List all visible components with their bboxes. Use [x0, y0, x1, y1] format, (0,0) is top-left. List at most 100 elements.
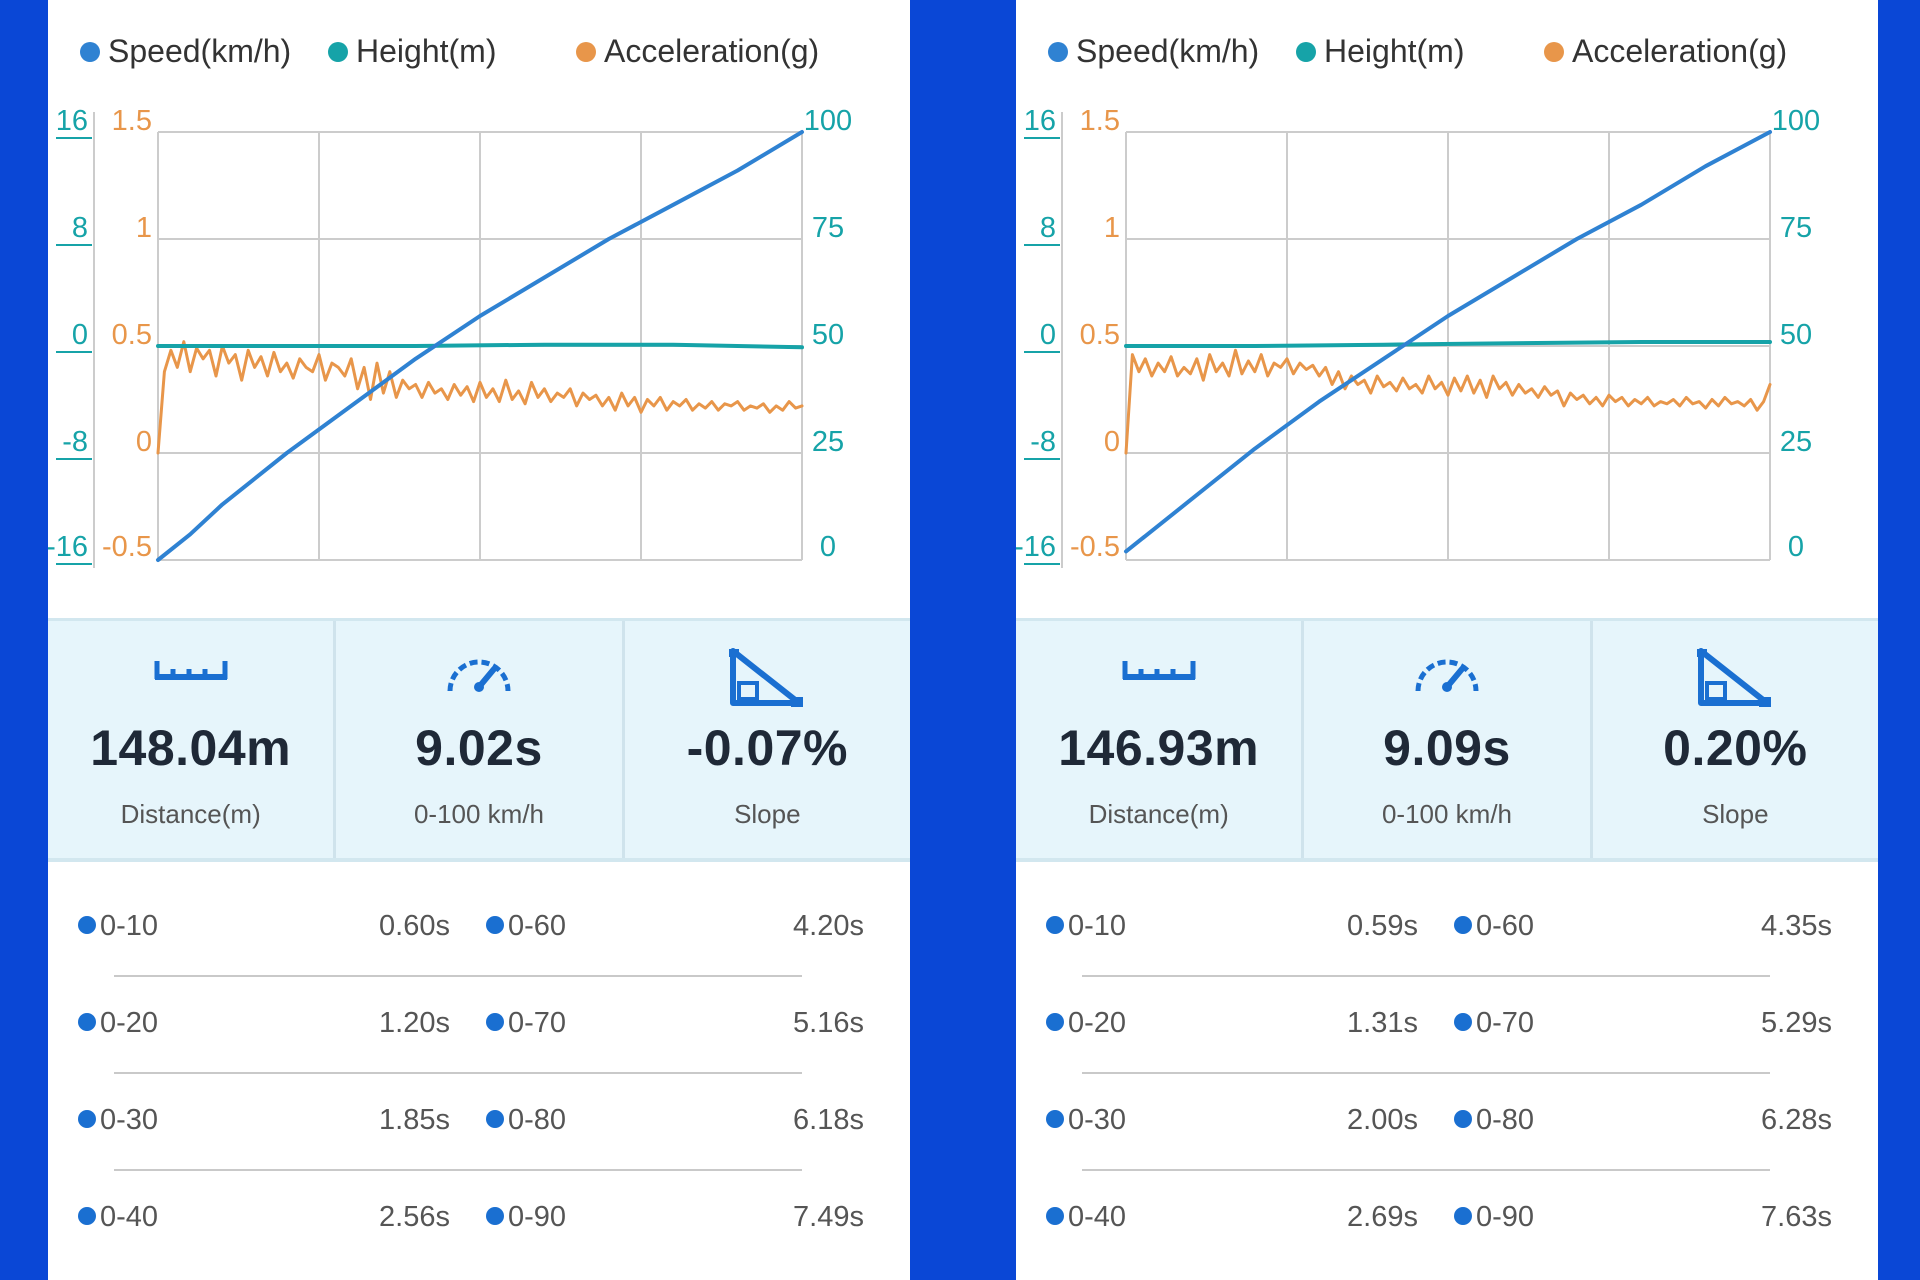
- interval-row: 0-10 0.60s 0-60 4.20s: [48, 880, 910, 977]
- acceleration-tick-label: 0: [136, 426, 152, 458]
- result-panel-right: Speed(km/h) Height(m) Acceleration(g) 16 1.5…: [1016, 0, 1878, 1280]
- interval-range: 0-80: [1454, 1104, 1534, 1144]
- acceleration-tick-label: 1: [136, 212, 152, 244]
- height-tick-label: 8: [1040, 212, 1056, 244]
- interval-range: 0-30: [1046, 1104, 1126, 1144]
- interval-row: 0-40 2.69s 0-90 7.63s: [1016, 1171, 1878, 1268]
- interval-range: 0-80: [486, 1104, 566, 1144]
- interval-range-label: 0-80: [1476, 1104, 1535, 1136]
- speed-tick-label: 0: [1788, 531, 1804, 563]
- legend-height-dot: [328, 42, 348, 62]
- interval-range-label: 0-20: [100, 1007, 159, 1039]
- interval-range: 0-30: [78, 1104, 158, 1144]
- interval-time-value: 2.69s: [1347, 1201, 1418, 1233]
- stat-label: 0-100 km/h: [1381, 799, 1513, 829]
- row-divider: [114, 975, 802, 977]
- interval-range-label: 0-20: [1068, 1007, 1127, 1039]
- interval-range-label: 0-90: [1476, 1201, 1535, 1233]
- interval-range-label: 0-40: [1068, 1201, 1127, 1233]
- row-divider: [1082, 1072, 1770, 1074]
- stat-label: Distance(m): [120, 799, 261, 829]
- legend-height: Height(m): [328, 33, 496, 69]
- interval-row: 0-30 2.00s 0-80 6.28s: [1016, 1074, 1878, 1171]
- speed-tick-label: 75: [1780, 212, 1812, 244]
- stat-slope: -0.07% Slope: [621, 621, 910, 858]
- height-series-line: [1124, 340, 1772, 348]
- interval-time-value: 4.35s: [1761, 910, 1832, 942]
- acceleration-tick-label: 1.5: [112, 105, 152, 137]
- speed-tick-label: 75: [812, 212, 844, 244]
- legend-acceleration: Acceleration(g): [1544, 33, 1787, 69]
- stat-slope: 0.20% Slope: [1589, 621, 1878, 858]
- interval-time-value: 2.00s: [1347, 1104, 1418, 1136]
- interval-time-value: 0.59s: [1347, 910, 1418, 942]
- legend-height-dot: [1296, 42, 1316, 62]
- interval-range-label: 0-10: [100, 910, 159, 942]
- bullet-dot: [1046, 1110, 1064, 1129]
- stat-value: 9.02s: [415, 720, 543, 776]
- row-divider: [1082, 975, 1770, 977]
- slope-icon: [1695, 647, 1775, 714]
- interval-range: 0-60: [1454, 910, 1534, 950]
- legend-height-label: Height(m): [356, 33, 496, 69]
- interval-row: 0-10 0.59s 0-60 4.35s: [1016, 880, 1878, 977]
- height-tick-label: -8: [1030, 426, 1056, 458]
- interval-range-label: 0-90: [508, 1201, 567, 1233]
- row-divider: [1082, 1169, 1770, 1171]
- speed-tick-label: 100: [1772, 105, 1820, 137]
- ruler-icon: [1119, 647, 1199, 702]
- bullet-dot: [78, 916, 96, 935]
- stat-distance-m: 146.93m Distance(m): [1016, 621, 1301, 858]
- stat-label: Slope: [734, 799, 801, 829]
- interval-row: 0-20 1.31s 0-70 5.29s: [1016, 977, 1878, 1074]
- interval-range-label: 0-70: [1476, 1007, 1535, 1039]
- interval-range-label: 0-80: [508, 1104, 567, 1136]
- interval-time-value: 7.63s: [1761, 1201, 1832, 1233]
- legend-acceleration-dot: [1544, 42, 1564, 62]
- acceleration-tick-label: 0.5: [1080, 319, 1120, 351]
- bullet-dot: [78, 1013, 96, 1032]
- stat-0-100-km-h: 9.02s 0-100 km/h: [333, 621, 621, 858]
- height-tick-label: 16: [1024, 105, 1056, 137]
- interval-times-list: 0-10 0.60s 0-60 4.20s 0-20 1.20s 0-70 5.16s 0-30…: [48, 880, 910, 1268]
- bullet-dot: [1046, 1207, 1064, 1226]
- interval-range-label: 0-30: [100, 1104, 159, 1136]
- stat-value: 0.20%: [1663, 720, 1808, 776]
- interval-time-value: 1.85s: [379, 1104, 450, 1136]
- acceleration-tick-label: 1.5: [1080, 105, 1120, 137]
- acceleration-series-line: [156, 340, 804, 455]
- height-tick-label: 16: [56, 105, 88, 137]
- bullet-dot: [486, 1110, 504, 1129]
- bullet-dot: [1454, 916, 1472, 935]
- interval-range-label: 0-10: [1068, 910, 1127, 942]
- interval-range: 0-10: [1046, 910, 1126, 950]
- interval-range: 0-10: [78, 910, 158, 950]
- speed-tick-label: 100: [804, 105, 852, 137]
- interval-range-label: 0-60: [508, 910, 567, 942]
- interval-range-label: 0-40: [100, 1201, 159, 1233]
- bullet-dot: [486, 1013, 504, 1032]
- height-tick-label: -8: [62, 426, 88, 458]
- legend-acceleration-dot: [576, 42, 596, 62]
- interval-time-value: 6.18s: [793, 1104, 864, 1136]
- interval-time-value: 4.20s: [793, 910, 864, 942]
- stat-value: -0.07%: [686, 720, 849, 776]
- bullet-dot: [1046, 916, 1064, 935]
- acceleration-tick-label: 0: [1104, 426, 1120, 458]
- interval-times-list: 0-10 0.59s 0-60 4.35s 0-20 1.31s 0-70 5.29s 0-30…: [1016, 880, 1878, 1268]
- interval-range: 0-70: [486, 1007, 566, 1047]
- interval-range: 0-90: [1454, 1201, 1534, 1241]
- stat-value: 9.09s: [1383, 720, 1511, 776]
- acceleration-tick-label: 0.5: [112, 319, 152, 351]
- bullet-dot: [486, 1207, 504, 1226]
- legend-speed: Speed(km/h): [1048, 33, 1259, 69]
- legend-speed-dot: [1048, 42, 1068, 62]
- interval-range: 0-40: [1046, 1201, 1126, 1241]
- interval-time-value: 7.49s: [793, 1201, 864, 1233]
- interval-time-value: 6.28s: [1761, 1104, 1832, 1136]
- stat-label: Distance(m): [1088, 799, 1229, 829]
- stat-0-100-km-h: 9.09s 0-100 km/h: [1301, 621, 1589, 858]
- height-tick-label: 0: [1040, 319, 1056, 351]
- interval-range: 0-70: [1454, 1007, 1534, 1047]
- interval-range: 0-90: [486, 1201, 566, 1241]
